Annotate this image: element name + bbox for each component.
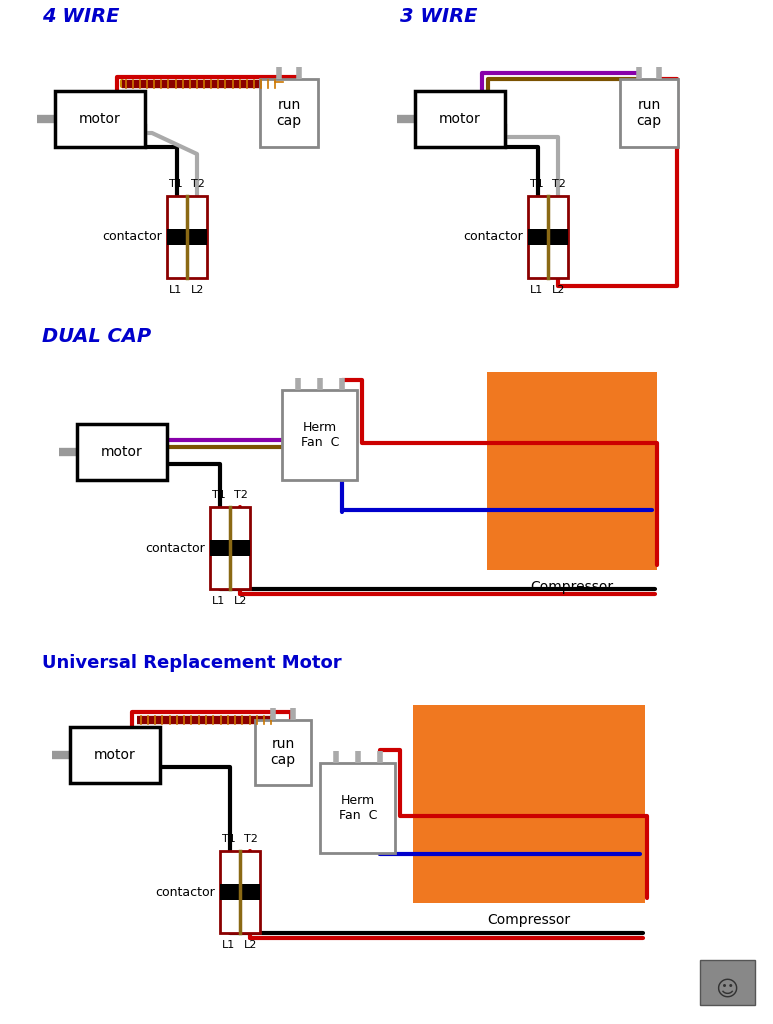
Bar xyxy=(413,705,645,903)
Text: T1: T1 xyxy=(212,490,226,500)
Text: 4 WIRE: 4 WIRE xyxy=(42,7,120,26)
Text: L2: L2 xyxy=(234,596,247,606)
Text: L2: L2 xyxy=(244,940,257,950)
Bar xyxy=(528,196,568,278)
Bar xyxy=(620,79,678,147)
Bar xyxy=(528,229,568,245)
Text: T1: T1 xyxy=(169,179,183,189)
Text: run
cap: run cap xyxy=(277,98,301,128)
Text: ☺: ☺ xyxy=(715,980,739,1000)
Text: L2: L2 xyxy=(191,285,205,295)
Text: Herm
Fan  C: Herm Fan C xyxy=(339,794,377,822)
Bar xyxy=(167,196,207,278)
Bar xyxy=(210,507,250,589)
Text: L1: L1 xyxy=(223,940,236,950)
Text: 3 WIRE: 3 WIRE xyxy=(400,7,478,26)
Bar xyxy=(220,851,260,933)
Bar xyxy=(321,763,396,853)
Text: Herm
Fan  C: Herm Fan C xyxy=(301,421,339,449)
Text: motor: motor xyxy=(94,748,136,762)
Text: L1: L1 xyxy=(213,596,226,606)
Text: Compressor: Compressor xyxy=(530,580,614,594)
Bar xyxy=(220,884,260,900)
Bar xyxy=(700,961,755,1005)
Text: run
cap: run cap xyxy=(636,98,662,128)
Text: T1: T1 xyxy=(222,834,236,844)
Bar xyxy=(210,540,250,556)
Text: T2: T2 xyxy=(191,179,205,189)
Bar xyxy=(260,79,318,147)
Text: motor: motor xyxy=(439,112,481,126)
Bar xyxy=(282,390,357,480)
Text: T2: T2 xyxy=(552,179,566,189)
Text: L1: L1 xyxy=(530,285,543,295)
Bar xyxy=(70,727,160,783)
Text: motor: motor xyxy=(79,112,121,126)
Text: T2: T2 xyxy=(244,834,258,844)
Bar xyxy=(255,720,311,784)
Text: contactor: contactor xyxy=(463,230,523,244)
Text: contactor: contactor xyxy=(102,230,162,244)
Text: motor: motor xyxy=(101,445,143,459)
Text: contactor: contactor xyxy=(145,542,205,555)
Bar xyxy=(55,91,145,147)
Bar xyxy=(167,229,207,245)
Text: L2: L2 xyxy=(553,285,566,295)
Text: T2: T2 xyxy=(234,490,248,500)
Bar xyxy=(77,424,167,480)
Text: Universal Replacement Motor: Universal Replacement Motor xyxy=(42,654,342,672)
Text: Compressor: Compressor xyxy=(488,913,570,927)
Bar xyxy=(415,91,505,147)
Text: DUAL CAP: DUAL CAP xyxy=(42,327,152,346)
Text: T1: T1 xyxy=(530,179,544,189)
Text: contactor: contactor xyxy=(155,886,215,898)
Text: L1: L1 xyxy=(169,285,182,295)
Text: run
cap: run cap xyxy=(271,737,295,767)
Bar xyxy=(487,372,657,570)
